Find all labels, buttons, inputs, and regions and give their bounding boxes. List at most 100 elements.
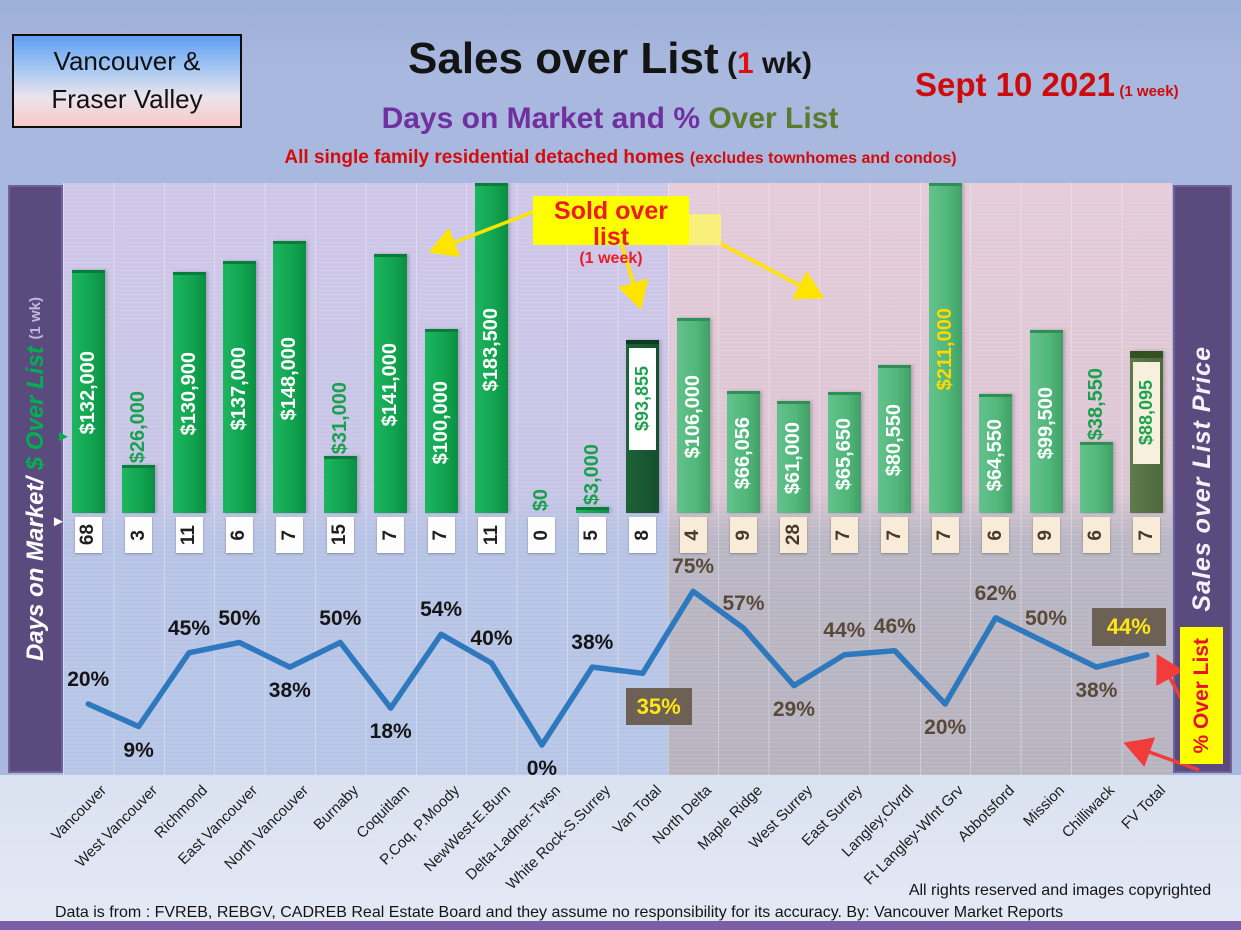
line-point-label: 40%: [470, 627, 513, 650]
line-point-label: 46%: [873, 614, 916, 638]
line-point-label: 20%: [924, 716, 967, 739]
title-main: Sales over List: [408, 34, 719, 83]
bottom-purple-band: [0, 921, 1241, 930]
title-paren-close: wk): [753, 47, 812, 80]
bar: $99,500: [1029, 330, 1063, 513]
left-axis-dollar-label: $ Over List: [21, 339, 49, 477]
day-count-box: 0: [528, 517, 556, 553]
bar: $106,000: [676, 318, 710, 513]
bar: [323, 456, 357, 513]
dollar-axis-arrow-icon: ►: [56, 428, 71, 445]
bar: $137,000: [222, 261, 256, 513]
total-value-box: $93,855: [629, 348, 657, 450]
day-count-box: 8: [629, 517, 657, 553]
tagline-paren: (excludes townhomes and condos): [689, 150, 957, 167]
day-count-box: 11: [478, 517, 505, 553]
page-title: Sales over List (1 wk): [300, 34, 920, 84]
line-point-label: 57%: [722, 592, 765, 616]
left-axis-note: (1 wk): [26, 297, 44, 340]
bar: $148,000: [273, 241, 307, 513]
callout-tab: [689, 214, 721, 245]
pct-over-list-tag: % Over List: [1180, 627, 1223, 764]
subtitle-olive: Over List: [708, 102, 839, 135]
day-count-box: 6: [982, 517, 1010, 553]
days-axis-arrow-icon: ►: [51, 513, 66, 530]
date-note: (1 week): [1119, 83, 1179, 100]
day-count-box: 7: [931, 517, 959, 553]
region-line1: Vancouver &: [53, 46, 201, 77]
day-count-box: 68: [74, 517, 102, 553]
day-count-box: 9: [1032, 517, 1060, 553]
bar: $88,095: [1130, 351, 1164, 513]
bar: [122, 465, 156, 513]
line-point-label: 44%: [823, 618, 866, 642]
title-paren-open: (: [718, 47, 737, 80]
day-count-box: 7: [830, 517, 858, 553]
callout-line1: Sold over list: [554, 197, 668, 252]
day-count-box: 6: [1082, 517, 1110, 553]
day-count-box: 7: [377, 517, 405, 553]
total-value-box: $88,095: [1133, 362, 1161, 464]
line-point-label: 45%: [167, 616, 211, 640]
bar: $93,855: [626, 340, 660, 513]
day-count-box: 28: [780, 517, 808, 553]
sold-over-list-callout: Sold over list (1 week): [533, 196, 689, 266]
day-count-box: 7: [881, 517, 909, 553]
bar: [575, 507, 609, 513]
bar: [1079, 442, 1113, 513]
line-point-label: 38%: [571, 631, 614, 655]
bar: $100,000: [424, 329, 458, 513]
bar: $211,000: [928, 183, 962, 513]
day-count-box: 7: [1133, 517, 1161, 553]
callout-line2: (1 week): [579, 249, 643, 267]
rights-text: All rights reserved and images copyright…: [908, 882, 1212, 899]
source-text: Data is from : FVREB, REBGV, CADREB Real…: [55, 904, 1064, 921]
right-axis-label: Sales over List Price: [1188, 346, 1216, 612]
bar: $65,650: [827, 392, 861, 513]
line-point-label: 0%: [526, 757, 558, 775]
region-line2: Fraser Valley: [51, 84, 203, 114]
line-point-label: 9%: [123, 738, 154, 762]
day-count-box: 11: [175, 517, 203, 553]
line-point-label: 50%: [218, 606, 261, 630]
day-count-box: 7: [276, 517, 304, 553]
day-count-box: 15: [326, 517, 354, 553]
left-axis-label: Days on Market/ $ Over List (1 wk): [22, 297, 50, 661]
title-one: 1: [736, 47, 754, 80]
bar: $61,000: [777, 401, 811, 513]
line-point-label: 18%: [369, 720, 412, 744]
day-count-box: 5: [578, 517, 606, 553]
left-axis-days-label: Days on Market/: [21, 476, 49, 661]
bar: $141,000: [374, 254, 408, 513]
bar: $80,550: [878, 365, 912, 513]
day-count-box: 9: [730, 517, 757, 553]
line-total-badge: 35%: [625, 688, 692, 726]
line-point-label: 54%: [420, 598, 463, 622]
region-title-box: Vancouver & Fraser Valley: [12, 34, 242, 128]
line-point-label: 38%: [268, 679, 311, 703]
left-axis-band: Days on Market/ $ Over List (1 wk): [8, 185, 63, 773]
line-point-label: 62%: [974, 581, 1017, 605]
pct-over-list-label: % Over List: [1189, 637, 1213, 754]
bottom-zone: [0, 775, 1241, 930]
plot-area: $132,000 68 $26,000 3 $130,900 11 $137,000 6 $14…: [63, 183, 1172, 775]
line-point-label: 29%: [772, 697, 815, 721]
page-tagline: All single family residential detached h…: [0, 147, 1241, 169]
line-point-label: 38%: [1075, 679, 1118, 703]
line-point-label: 50%: [1024, 606, 1068, 630]
bar: $130,900: [172, 272, 206, 513]
date-main: Sept 10 2021: [915, 66, 1115, 103]
subtitle-purple: Days on Market and %: [381, 102, 709, 135]
tagline-main: All single family residential detached h…: [284, 147, 690, 168]
day-count-box: 7: [427, 517, 455, 553]
day-count-box: 6: [225, 517, 253, 553]
line-point-label: 75%: [672, 555, 715, 579]
day-count-box: 4: [679, 517, 707, 553]
bar: $66,056: [727, 391, 760, 513]
bar: $132,000: [71, 270, 105, 513]
page-subtitle: Days on Market and % Over List: [300, 102, 920, 136]
day-count-box: 3: [125, 517, 153, 553]
line-total-badge: 44%: [1091, 607, 1166, 646]
line-point-label: 50%: [319, 606, 362, 630]
